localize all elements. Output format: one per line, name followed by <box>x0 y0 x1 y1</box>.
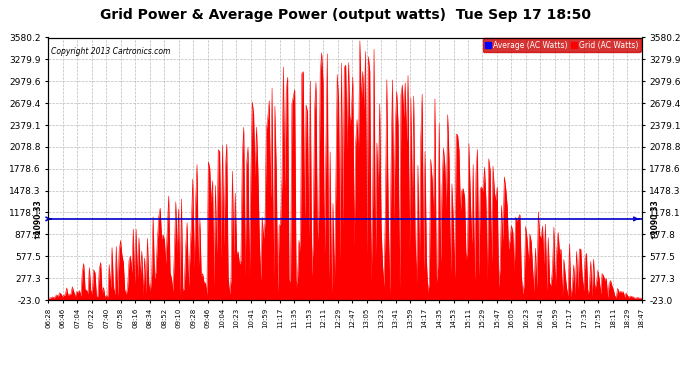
Text: ↑1090.33: ↑1090.33 <box>650 198 659 239</box>
Text: ↑1090.33: ↑1090.33 <box>32 198 41 239</box>
Text: Grid Power & Average Power (output watts)  Tue Sep 17 18:50: Grid Power & Average Power (output watts… <box>99 8 591 21</box>
Legend: Average (AC Watts), Grid (AC Watts): Average (AC Watts), Grid (AC Watts) <box>482 38 641 52</box>
Text: Copyright 2013 Cartronics.com: Copyright 2013 Cartronics.com <box>51 47 170 56</box>
